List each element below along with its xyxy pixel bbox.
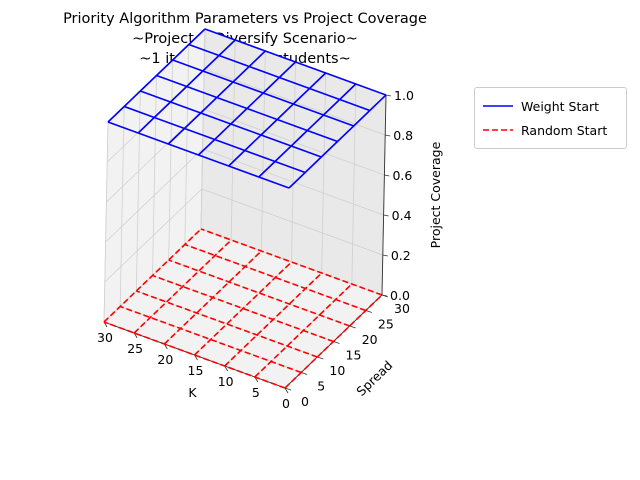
legend-swatch-dashed-red xyxy=(483,129,513,131)
wireframe-line-const-k xyxy=(133,239,232,334)
spread-tick xyxy=(333,341,340,344)
coverage-tick-label: 1.0 xyxy=(394,88,414,103)
coverage-axis-line xyxy=(381,94,387,296)
wall-grid-k xyxy=(260,50,266,252)
wireframe-line-const-spread xyxy=(123,105,306,174)
k-tick-label: 5 xyxy=(252,385,260,400)
spread-tick-label: 10 xyxy=(329,363,345,378)
spread-axis-label: Spread xyxy=(353,358,395,399)
wall-grid-k xyxy=(291,61,296,263)
legend: Weight Start Random Start xyxy=(474,87,627,149)
coverage-tick xyxy=(385,94,392,97)
coverage-tick-label: 0.8 xyxy=(393,128,413,143)
chart-title-line-2: ~Project & Diversify Scenario~ xyxy=(132,31,358,47)
wireframe-line-const-spread xyxy=(172,59,354,127)
wall-grid-spread xyxy=(119,106,125,307)
spread-tick xyxy=(284,387,292,391)
coverage-tick-label: 0.6 xyxy=(392,168,412,183)
coverage-tick-label: 0.0 xyxy=(390,288,410,303)
k-tick xyxy=(284,387,289,394)
spread-tick xyxy=(365,310,372,313)
wall-grid-k xyxy=(230,39,236,241)
wall-grid-k xyxy=(321,72,327,274)
wireframe-line-const-spread xyxy=(168,259,350,327)
wall-grid-spread xyxy=(135,90,141,292)
wireframe-line-const-spread xyxy=(156,74,338,143)
wireframe-line-const-spread xyxy=(107,121,290,189)
coverage-tick xyxy=(382,254,388,257)
wireframe-line-const-spread xyxy=(204,28,387,96)
wireframe-line-const-spread xyxy=(188,43,371,112)
spread-tick-label: 25 xyxy=(378,317,394,332)
spread-tick xyxy=(301,372,308,375)
legend-item-weight-start: Weight Start xyxy=(483,96,599,116)
legend-label-weight-start: Weight Start xyxy=(521,98,600,114)
spread-tick-label: 15 xyxy=(346,348,362,363)
coverage-tick-label: 0.2 xyxy=(391,248,411,263)
k-tick-label: 25 xyxy=(127,341,143,356)
spread-tick-label: 20 xyxy=(362,332,378,347)
spread-tick xyxy=(317,356,324,360)
coverage-tick xyxy=(381,294,388,297)
wireframe-line-const-spread xyxy=(152,274,334,343)
legend-item-random-start: Random Start xyxy=(483,120,607,140)
coverage-tick xyxy=(383,214,389,217)
wireframe-line-const-spread xyxy=(119,305,302,374)
series-weight-start xyxy=(107,28,387,189)
wireframe-line-const-spread xyxy=(184,243,367,312)
coverage-axis-label: Project Coverage xyxy=(428,141,443,248)
k-tick-label: 0 xyxy=(282,396,290,411)
wireframe-line-const-spread xyxy=(103,321,286,389)
wall-grid-k xyxy=(200,28,206,230)
legend-label-random-start: Random Start xyxy=(521,122,608,138)
wireframe-line-const-spread xyxy=(136,290,318,358)
series-random-start xyxy=(103,228,383,389)
wall-grid-spread xyxy=(184,44,190,245)
wireframe-line-const-spread xyxy=(140,90,322,158)
k-axis-label: K xyxy=(188,385,197,400)
coverage-tick xyxy=(385,134,391,137)
k-tick-label: 20 xyxy=(157,352,173,367)
spread-tick-label: 0 xyxy=(301,394,309,409)
spread-tick-label: 5 xyxy=(317,379,325,394)
k-tick-label: 30 xyxy=(97,330,113,345)
k-tick xyxy=(133,332,138,339)
wall-grid-k xyxy=(351,83,357,285)
coverage-tick-label: 0.4 xyxy=(392,208,412,223)
spread-tick-label: 30 xyxy=(394,301,410,316)
spread-tick xyxy=(349,325,356,329)
wall-grid-spread xyxy=(168,59,174,261)
coverage-tick xyxy=(384,174,390,177)
wireframe-line-const-k xyxy=(193,261,293,356)
chart-title-line-1: Priority Algorithm Parameters vs Project… xyxy=(63,11,427,27)
k-tick-label: 15 xyxy=(188,363,204,378)
k-tick-label: 10 xyxy=(218,374,234,389)
wireframe-line-const-spread xyxy=(200,228,383,296)
legend-swatch-solid-blue xyxy=(483,105,513,107)
wall-grid-spread xyxy=(103,121,109,323)
wall-grid-spread xyxy=(152,75,157,276)
